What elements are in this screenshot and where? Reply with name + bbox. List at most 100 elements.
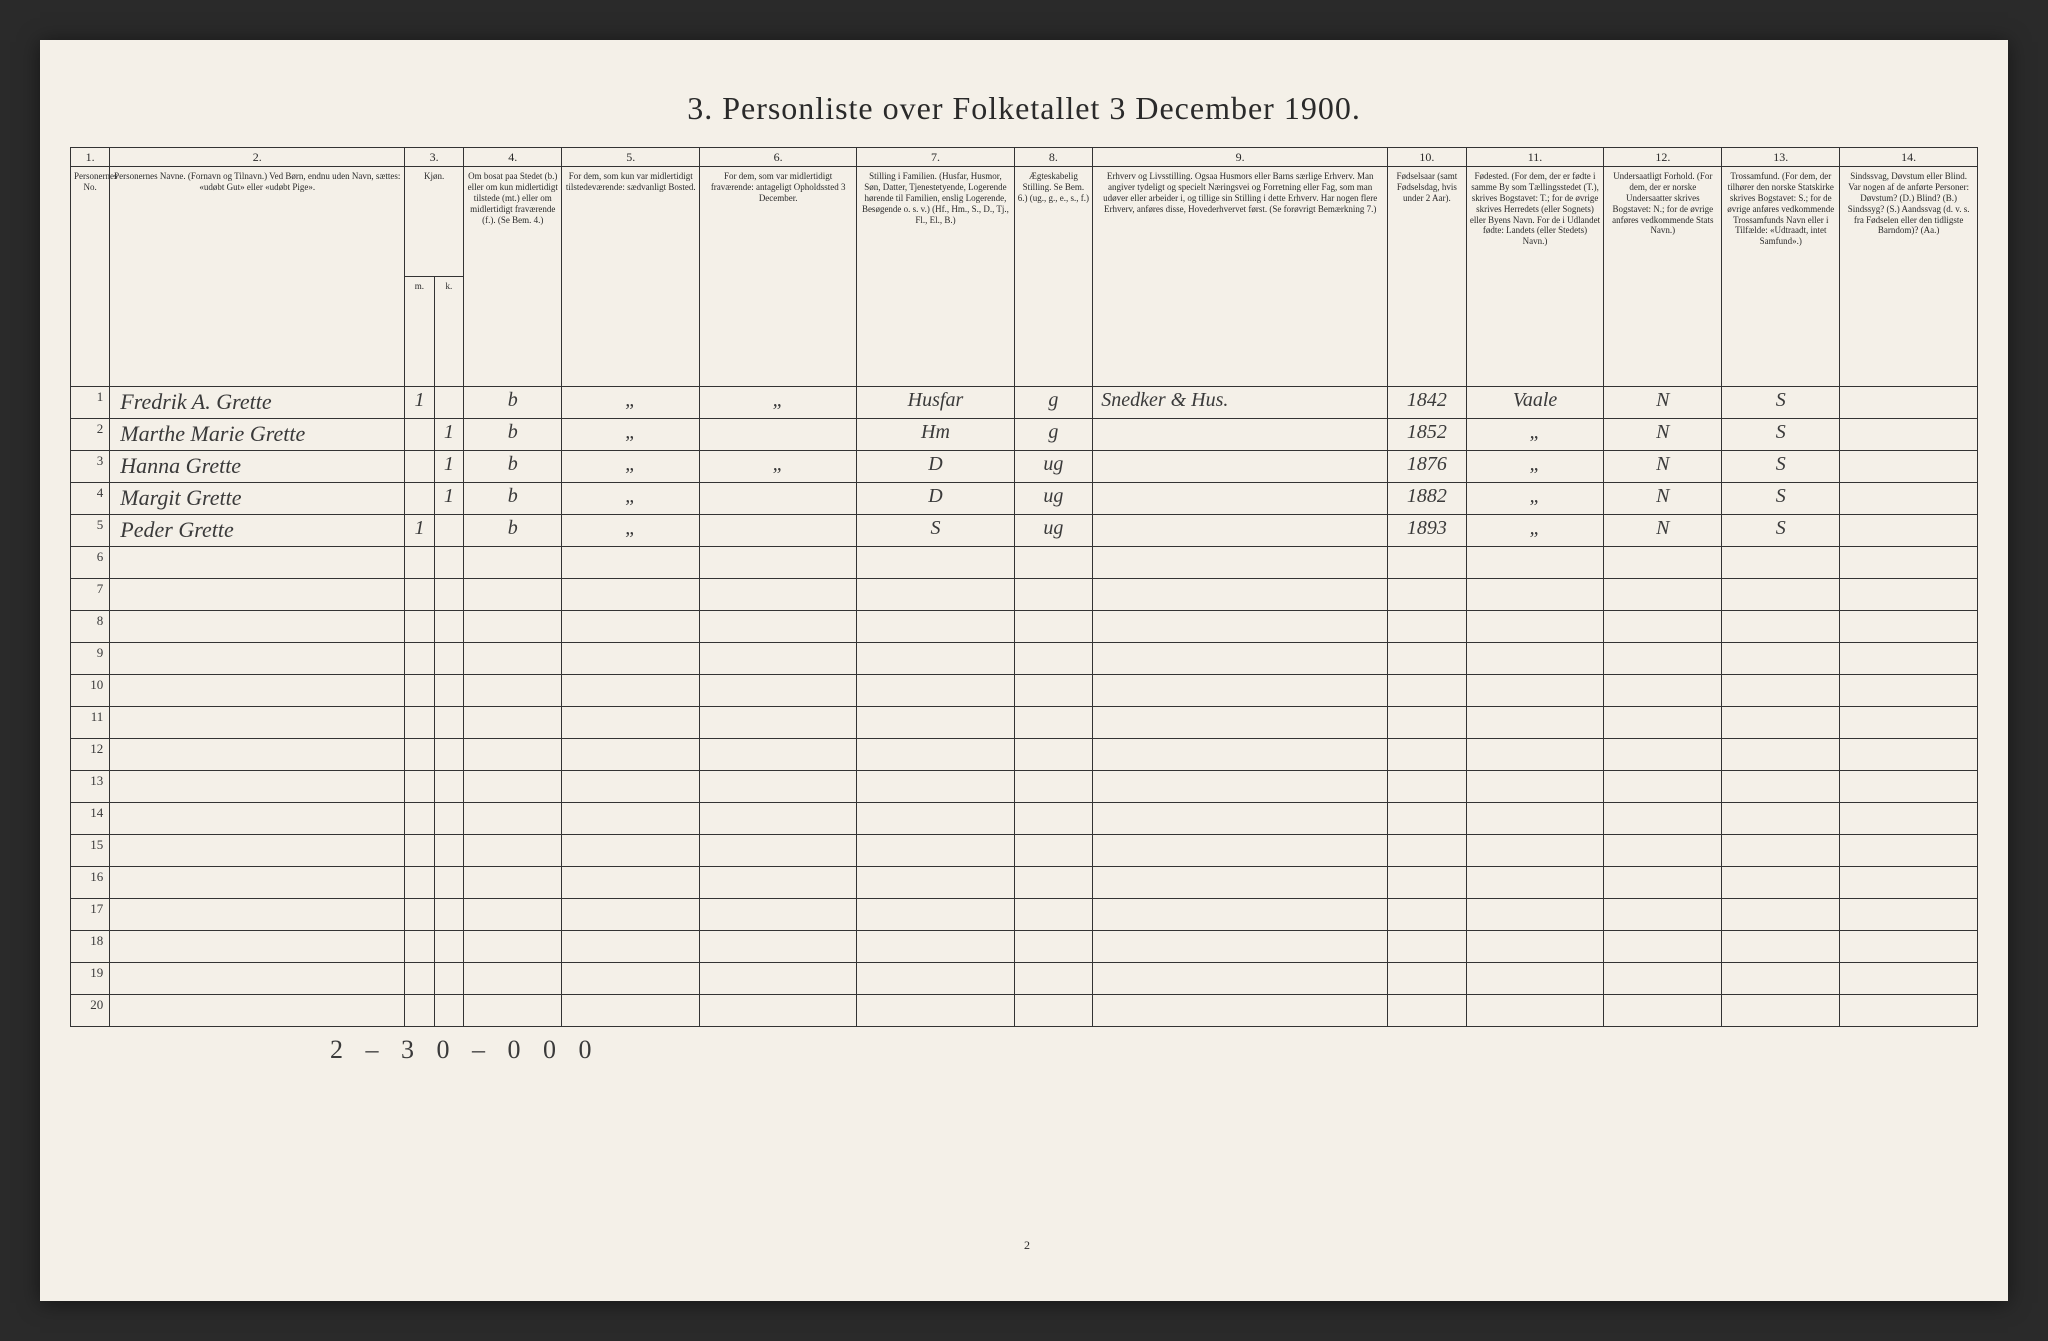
row-number: 12 [71, 739, 110, 771]
cell-c14 [1840, 451, 1978, 483]
empty-cell [1840, 835, 1978, 867]
cell-aar: 1893 [1388, 515, 1467, 547]
cell-m: 1 [405, 515, 434, 547]
empty-cell [857, 995, 1014, 1027]
header-disability: Sindssvag, Døvstum eller Blind. Var noge… [1840, 167, 1978, 387]
table-row-empty: 13 [71, 771, 1978, 803]
empty-cell [110, 931, 405, 963]
empty-cell [110, 707, 405, 739]
empty-cell [464, 803, 562, 835]
cell-k: 1 [434, 451, 463, 483]
cell-erhverv [1093, 515, 1388, 547]
empty-cell [1604, 739, 1722, 771]
empty-cell [700, 579, 857, 611]
header-family-position: Stilling i Familien. (Husfar, Husmor, Sø… [857, 167, 1014, 387]
colnum-5: 5. [562, 148, 700, 167]
empty-cell [110, 835, 405, 867]
empty-cell [857, 835, 1014, 867]
empty-cell [110, 963, 405, 995]
row-number: 10 [71, 675, 110, 707]
empty-cell [434, 707, 463, 739]
empty-cell [405, 899, 434, 931]
empty-cell [1388, 867, 1467, 899]
empty-cell [1466, 579, 1604, 611]
cell-fsted: „ [1466, 483, 1604, 515]
empty-cell [464, 867, 562, 899]
column-number-row: 1. 2. 3. 4. 5. 6. 7. 8. 9. 10. 11. 12. 1… [71, 148, 1978, 167]
cell-bosat: b [464, 515, 562, 547]
empty-cell [434, 771, 463, 803]
row-number: 13 [71, 771, 110, 803]
empty-cell [1014, 899, 1093, 931]
empty-cell [700, 995, 857, 1027]
colnum-6: 6. [700, 148, 857, 167]
header-temp-present: For dem, som kun var midlertidigt tilste… [562, 167, 700, 387]
empty-cell [1466, 963, 1604, 995]
empty-cell [464, 547, 562, 579]
table-row-empty: 12 [71, 739, 1978, 771]
cell-c5: „ [562, 515, 700, 547]
empty-cell [700, 899, 857, 931]
cell-c14 [1840, 515, 1978, 547]
empty-cell [1604, 643, 1722, 675]
empty-cell [1840, 995, 1978, 1027]
empty-cell [405, 579, 434, 611]
cell-c14 [1840, 387, 1978, 419]
cell-bosat: b [464, 451, 562, 483]
cell-egte: ug [1014, 515, 1093, 547]
empty-cell [110, 771, 405, 803]
empty-cell [562, 803, 700, 835]
header-marital: Ægteskabelig Stilling. Se Bem. 6.) (ug.,… [1014, 167, 1093, 387]
header-female: k. [434, 277, 463, 387]
empty-cell [1466, 547, 1604, 579]
empty-cell [1093, 931, 1388, 963]
cell-c6: „ [700, 387, 857, 419]
empty-cell [1388, 803, 1467, 835]
header-religion: Trossamfund. (For dem, der tilhører den … [1722, 167, 1840, 387]
empty-cell [1014, 547, 1093, 579]
empty-cell [434, 579, 463, 611]
cell-m: 1 [405, 387, 434, 419]
empty-cell [1388, 611, 1467, 643]
table-body: 1Fredrik A. Grette1b„„HusfargSnedker & H… [71, 387, 1978, 1027]
row-number: 16 [71, 867, 110, 899]
colnum-14: 14. [1840, 148, 1978, 167]
cell-fam: S [857, 515, 1014, 547]
colnum-8: 8. [1014, 148, 1093, 167]
row-number: 14 [71, 803, 110, 835]
empty-cell [700, 739, 857, 771]
empty-cell [464, 899, 562, 931]
empty-cell [562, 547, 700, 579]
person-name: Fredrik A. Grette [110, 387, 405, 419]
empty-cell [700, 963, 857, 995]
cell-und: N [1604, 387, 1722, 419]
empty-cell [1722, 579, 1840, 611]
empty-cell [1014, 931, 1093, 963]
table-row-empty: 7 [71, 579, 1978, 611]
header-nationality: Undersaatligt Forhold. (For dem, der er … [1604, 167, 1722, 387]
empty-cell [1840, 611, 1978, 643]
cell-aar: 1882 [1388, 483, 1467, 515]
empty-cell [110, 899, 405, 931]
empty-cell [1722, 931, 1840, 963]
row-number: 15 [71, 835, 110, 867]
empty-cell [1466, 835, 1604, 867]
table-row-empty: 14 [71, 803, 1978, 835]
empty-cell [1722, 963, 1840, 995]
empty-cell [700, 803, 857, 835]
empty-cell [1840, 579, 1978, 611]
table-row-empty: 10 [71, 675, 1978, 707]
empty-cell [562, 771, 700, 803]
empty-cell [405, 771, 434, 803]
empty-cell [1466, 739, 1604, 771]
empty-cell [857, 547, 1014, 579]
empty-cell [1388, 547, 1467, 579]
empty-cell [857, 867, 1014, 899]
empty-cell [405, 803, 434, 835]
empty-cell [1604, 867, 1722, 899]
empty-cell [110, 547, 405, 579]
cell-k [434, 515, 463, 547]
empty-cell [857, 771, 1014, 803]
empty-cell [110, 579, 405, 611]
empty-cell [1604, 931, 1722, 963]
